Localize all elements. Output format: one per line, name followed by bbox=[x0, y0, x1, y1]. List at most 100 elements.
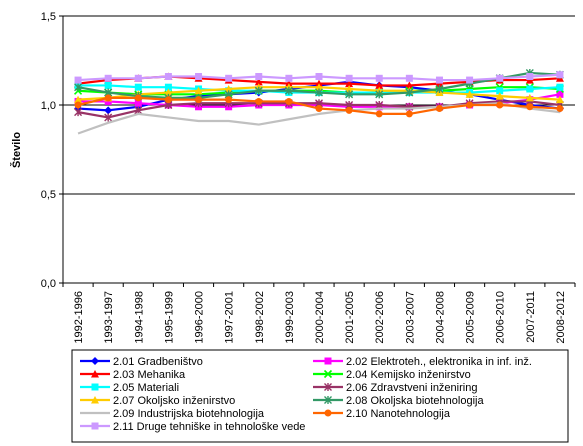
legend-entry: 2.04 Kemijsko inženirstvo bbox=[313, 369, 471, 381]
data-point bbox=[285, 74, 293, 82]
data-point bbox=[224, 84, 233, 93]
data-point bbox=[345, 79, 354, 88]
legend-entry: 2.10 Nanotehnologija bbox=[313, 408, 451, 420]
x-tick-label: 1999-2003 bbox=[284, 291, 296, 344]
legend-swatch-marker bbox=[91, 383, 99, 391]
data-point bbox=[405, 88, 414, 97]
data-point bbox=[345, 106, 353, 114]
data-point bbox=[375, 110, 383, 118]
x-tick-label: 1997-2001 bbox=[224, 291, 236, 344]
data-point bbox=[225, 74, 233, 82]
legend-label: 2.02 Elektroteh., elektronika in inf. in… bbox=[346, 356, 532, 368]
data-point bbox=[164, 83, 172, 91]
legend-label: 2.10 Nanotehnologija bbox=[346, 408, 451, 420]
legend-label: 2.01 Gradbeništvo bbox=[113, 356, 203, 368]
legend-label: 2.07 Okoljsko inženirstvo bbox=[113, 395, 235, 407]
data-point bbox=[254, 86, 263, 95]
data-point bbox=[435, 76, 443, 84]
data-point bbox=[134, 74, 142, 82]
legend-swatch-marker bbox=[324, 409, 332, 417]
data-point bbox=[556, 71, 564, 79]
data-point bbox=[556, 105, 564, 113]
data-point bbox=[104, 106, 113, 115]
data-point bbox=[375, 81, 384, 89]
legend-swatch-marker bbox=[324, 396, 332, 404]
y-tick-label: 0,5 bbox=[41, 189, 56, 201]
data-point bbox=[164, 96, 172, 104]
y-axis-label: Število bbox=[10, 132, 23, 168]
data-point bbox=[195, 96, 203, 104]
series-lines bbox=[73, 68, 565, 135]
data-point bbox=[556, 83, 564, 91]
x-tick-label: 2005-2009 bbox=[465, 291, 477, 344]
data-point bbox=[255, 97, 263, 105]
legend-label: 2.11 Druge tehniške in tehnološke vede bbox=[113, 421, 305, 433]
axes bbox=[59, 15, 576, 287]
x-tick-label: 1993-1997 bbox=[103, 291, 115, 344]
legend-swatch-marker bbox=[91, 396, 99, 404]
data-point bbox=[556, 90, 564, 98]
y-tick-labels: 0,0 0,5 1,0 1,5 bbox=[41, 11, 56, 290]
data-point bbox=[254, 77, 263, 86]
legend: 2.01 Gradbeništvo 2.02 Elektroteh., elekt… bbox=[71, 349, 569, 443]
data-point bbox=[466, 101, 474, 109]
legend-swatch-marker bbox=[324, 383, 332, 391]
data-point bbox=[405, 110, 413, 118]
data-point bbox=[405, 81, 414, 89]
data-point bbox=[315, 105, 323, 113]
legend-label: 2.06 Zdravstveni inženiring bbox=[346, 382, 477, 394]
legend-entry: 2.03 Mehanika bbox=[80, 369, 186, 381]
y-tick-label: 0,0 bbox=[41, 278, 56, 290]
legend-label: 2.05 Materiali bbox=[113, 382, 179, 394]
data-point bbox=[466, 76, 474, 84]
legend-entry: 2.02 Elektroteh., elektronika in inf. in… bbox=[313, 356, 532, 368]
series-11 bbox=[74, 71, 564, 84]
x-tick-label: 2004-2008 bbox=[434, 291, 446, 344]
data-point bbox=[74, 83, 83, 92]
data-point bbox=[104, 113, 113, 122]
data-point bbox=[345, 74, 353, 82]
legend-label: 2.03 Mehanika bbox=[113, 369, 186, 381]
x-tick-label: 2007-2011 bbox=[525, 291, 537, 343]
legend-swatch-marker bbox=[91, 357, 99, 365]
data-point bbox=[465, 90, 474, 98]
data-point bbox=[375, 90, 384, 99]
data-point bbox=[134, 99, 142, 107]
data-point bbox=[526, 103, 534, 111]
data-point bbox=[134, 83, 142, 91]
data-point bbox=[375, 74, 383, 82]
legend-entry: 2.08 Okoljska biotehnologija bbox=[313, 395, 484, 407]
data-point bbox=[345, 90, 354, 99]
data-point bbox=[225, 96, 233, 104]
x-tick-label: 1996-2000 bbox=[194, 291, 206, 344]
x-tick-label: 1998-2002 bbox=[254, 291, 266, 344]
legend-entry: 2.01 Gradbeništvo bbox=[80, 356, 203, 368]
data-point bbox=[285, 97, 293, 105]
legend-label: 2.04 Kemijsko inženirstvo bbox=[346, 369, 471, 381]
data-point bbox=[284, 86, 293, 95]
x-tick-label: 2000-2004 bbox=[314, 291, 326, 344]
legend-entry: 2.06 Zdravstveni inženiring bbox=[313, 382, 477, 394]
data-point bbox=[194, 86, 203, 95]
data-point bbox=[134, 94, 142, 102]
data-point bbox=[104, 94, 112, 102]
y-tick-label: 1,5 bbox=[41, 11, 56, 23]
data-point bbox=[435, 84, 444, 93]
data-point bbox=[405, 74, 413, 82]
legend-entry: 2.07 Okoljsko inženirstvo bbox=[80, 395, 235, 407]
legend-entry: 2.11 Druge tehniške in tehnološke vede bbox=[80, 421, 305, 433]
data-point bbox=[435, 105, 443, 113]
data-point bbox=[495, 92, 504, 100]
data-point bbox=[315, 88, 323, 97]
legend-entry: 2.09 Industrijska biotehnologija bbox=[80, 408, 265, 420]
data-point bbox=[345, 84, 354, 93]
legend-entry: 2.05 Materiali bbox=[80, 382, 179, 394]
data-point bbox=[255, 73, 263, 81]
data-point bbox=[496, 74, 504, 82]
data-point bbox=[555, 95, 564, 104]
x-tick-label: 2002-2006 bbox=[374, 291, 386, 344]
data-point bbox=[164, 88, 173, 97]
x-tick-label: 1994-1998 bbox=[133, 291, 145, 344]
data-point bbox=[74, 108, 83, 117]
legend-swatch-marker bbox=[324, 357, 332, 365]
